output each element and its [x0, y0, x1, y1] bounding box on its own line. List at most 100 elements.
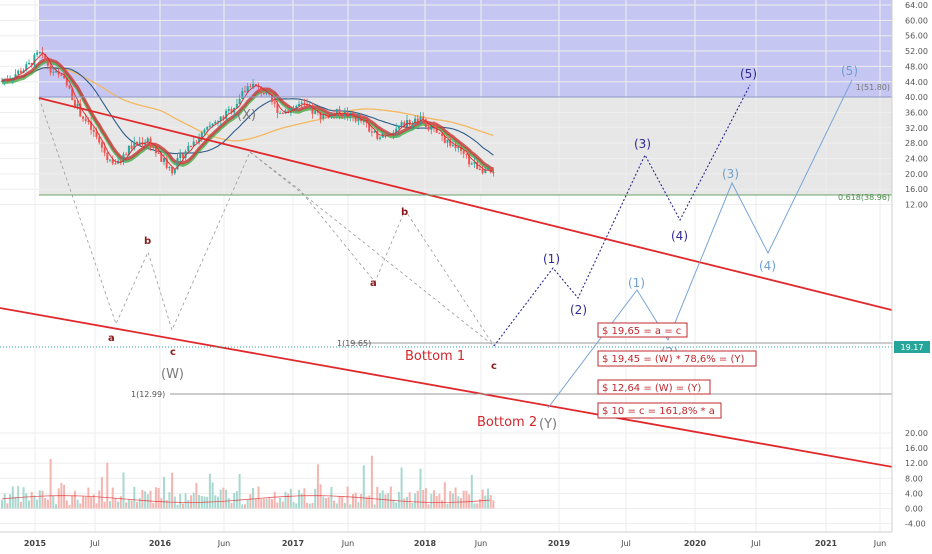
- volume-tick-label: 20.00: [905, 429, 928, 438]
- candle-body: [433, 125, 435, 128]
- volume-bar: [230, 503, 233, 509]
- price-tick-label: 56.00: [905, 32, 928, 41]
- candle-body: [38, 51, 41, 53]
- wave-label-w: (W): [161, 367, 184, 382]
- volume-bar: [400, 467, 403, 509]
- wave-label-x: (X): [237, 108, 256, 123]
- candle-body: [90, 121, 93, 130]
- volume-bar: [384, 494, 387, 509]
- volume-bar: [6, 503, 9, 509]
- bottom-1-label: Bottom 1: [405, 349, 465, 364]
- volume-bar: [249, 494, 252, 509]
- volume-ma-line: [1, 495, 491, 503]
- candle-body: [478, 168, 481, 170]
- volume-bar: [427, 504, 430, 509]
- volume-bar: [370, 455, 373, 509]
- candle-body: [335, 109, 338, 115]
- candle-body: [395, 128, 398, 133]
- volume-bar: [217, 496, 219, 509]
- volume-bar: [357, 502, 360, 509]
- candle-body: [244, 91, 246, 93]
- volume-bar: [22, 487, 25, 509]
- candle-body: [82, 116, 84, 119]
- annotation-2: $ 19,45 = (W) * 78,6% = (Y): [602, 354, 744, 365]
- volume-bar: [38, 490, 41, 509]
- volume-bar: [119, 496, 122, 509]
- volume-bar: [451, 493, 454, 509]
- volume-bar: [289, 488, 292, 509]
- wave-label-light-3: (3): [722, 167, 739, 181]
- volume-bar: [208, 473, 211, 509]
- volume-bar: [392, 499, 395, 509]
- candle-body: [379, 137, 381, 139]
- volume-bar: [114, 498, 117, 509]
- candle-body: [306, 103, 309, 108]
- volume-bar: [292, 501, 295, 509]
- volume-bar: [389, 486, 392, 509]
- wave-label-light-5: (5): [841, 64, 858, 78]
- wave-path-light: [547, 79, 853, 409]
- volume-bar: [368, 495, 371, 509]
- time-tick-label: Jul: [750, 539, 761, 548]
- volume-bar: [441, 500, 444, 509]
- volume-bar: [316, 464, 319, 509]
- volume-bar: [25, 493, 28, 509]
- candle-body: [419, 116, 422, 123]
- candle-body: [100, 142, 103, 148]
- candle-body: [354, 116, 357, 122]
- volume-tick-label: 4.00: [905, 489, 923, 498]
- volume-bar: [295, 503, 298, 509]
- candle-body: [438, 132, 441, 134]
- candle-body: [403, 122, 406, 127]
- volume-bar: [171, 472, 174, 509]
- candle-body: [411, 124, 414, 126]
- candle-body: [443, 135, 446, 143]
- volume-bar: [63, 484, 66, 509]
- candle-body: [214, 121, 217, 124]
- volume-bar: [90, 496, 93, 509]
- candle-body: [36, 52, 39, 55]
- candle-body: [246, 86, 249, 93]
- candle-body: [17, 70, 20, 75]
- wave-label-4: (4): [671, 229, 688, 243]
- candle-body: [28, 62, 30, 65]
- candle-body: [52, 71, 55, 73]
- volume-bar: [141, 489, 144, 509]
- candle-body: [152, 146, 155, 148]
- candle-body: [190, 145, 192, 147]
- annotation-1: $ 19,65 = a = c: [602, 326, 681, 337]
- volume-bar: [184, 493, 187, 509]
- candle-body: [427, 126, 430, 130]
- volume-bar: [376, 486, 379, 509]
- time-tick-label: Jun: [341, 539, 355, 548]
- volume-bar: [1, 500, 3, 509]
- price-tick-label: 44.00: [905, 78, 928, 87]
- candle-body: [481, 169, 484, 173]
- volume-bar: [152, 503, 155, 509]
- grid: [0, 0, 892, 532]
- candle-body: [146, 138, 149, 143]
- candle-body: [30, 62, 33, 66]
- candle-body: [249, 86, 252, 88]
- volume-bar: [408, 492, 411, 509]
- volume-bar: [3, 493, 6, 509]
- volume-bar: [454, 487, 457, 509]
- volume-bar: [211, 482, 214, 509]
- candle-body: [260, 86, 263, 94]
- candle-body: [103, 147, 106, 153]
- candle-body: [238, 98, 241, 105]
- volume-bar: [327, 497, 330, 509]
- candle-body: [160, 153, 163, 162]
- candle-body: [311, 106, 314, 114]
- candle-body: [300, 102, 303, 105]
- volume-bar: [160, 498, 163, 509]
- volume-bar: [19, 501, 22, 509]
- volume-bar: [446, 503, 449, 509]
- volume-bar: [335, 503, 338, 509]
- minor-label-a-2: a: [370, 278, 377, 289]
- volume-bar: [300, 493, 303, 509]
- volume-bar: [465, 490, 468, 509]
- volume-bar: [87, 487, 90, 509]
- candle-body: [460, 146, 462, 151]
- volume-bar: [222, 487, 225, 509]
